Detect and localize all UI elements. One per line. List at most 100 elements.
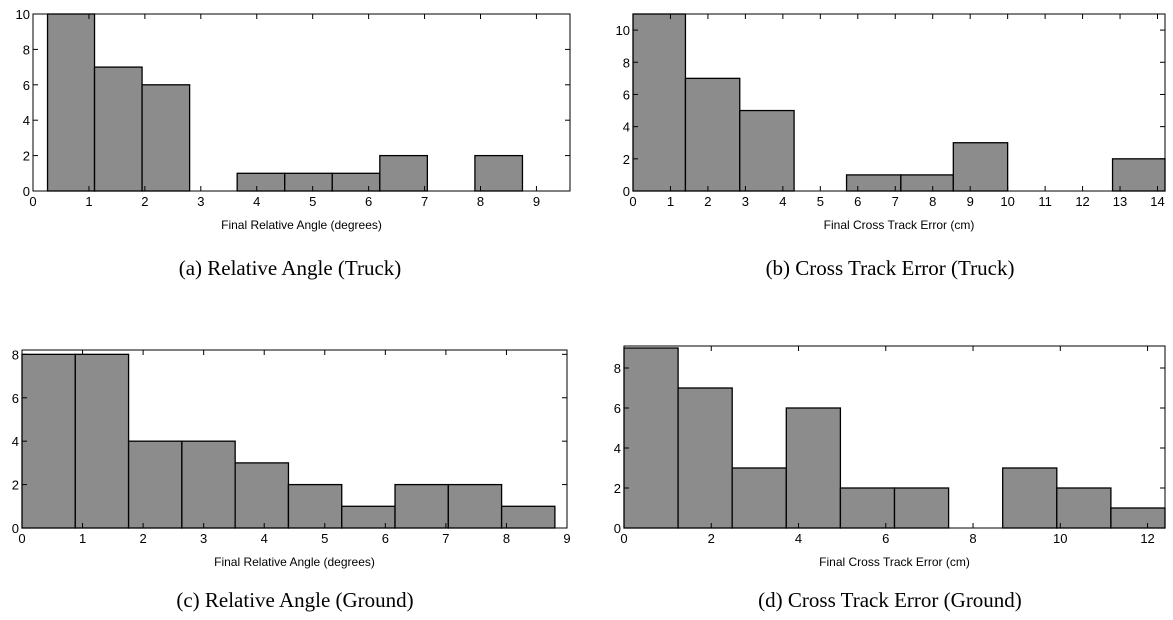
histogram-bar (284, 172, 333, 192)
x-tick-label: 13 (1113, 194, 1127, 209)
y-tick-label: 2 (623, 152, 630, 167)
y-tick-label: 8 (23, 42, 30, 57)
histogram-bar (474, 154, 524, 192)
histogram-bar (684, 77, 741, 192)
histogram-bar (1002, 467, 1058, 529)
x-tick-label: 14 (1150, 194, 1164, 209)
x-tick-label: 2 (139, 531, 146, 546)
histogram-bar (379, 154, 429, 192)
y-tick-label: 8 (614, 361, 621, 376)
histogram-bar (127, 440, 183, 529)
x-tick-label: 2 (704, 194, 711, 209)
axes-box (32, 13, 571, 192)
histogram-bar (1056, 487, 1112, 529)
x-tick-label: 12 (1075, 194, 1089, 209)
histogram-bar (234, 462, 290, 529)
x-axis-label: Final Relative Angle (degrees) (214, 555, 375, 569)
x-tick-label: 1 (667, 194, 674, 209)
y-tick-label: 4 (12, 434, 19, 449)
x-tick-label: 12 (1140, 531, 1154, 546)
histogram-bar (739, 109, 795, 192)
x-tick-label: 4 (779, 194, 786, 209)
histogram-bar (952, 142, 1009, 192)
x-tick-label: 0 (620, 531, 627, 546)
axes-box (632, 13, 1166, 192)
y-tick-label: 6 (23, 78, 30, 93)
x-tick-label: 2 (708, 531, 715, 546)
histogram-bar (731, 467, 787, 529)
subplot-0: 0 1 2 3 4 5 6 7 8 9 0 2 4 6 8 10 Final Relative Angle (d… (16, 7, 571, 280)
x-tick-label: 1 (85, 194, 92, 209)
histogram-bar (287, 483, 343, 529)
subplot-2: 0 1 2 3 4 5 6 7 8 9 0 2 4 6 8 Final Relative Angle (deg… (12, 347, 571, 612)
histogram-bar (46, 13, 96, 192)
x-tick-label: 8 (969, 531, 976, 546)
y-tick-label: 0 (614, 521, 621, 536)
histogram-bar (93, 66, 143, 192)
x-tick-label: 1 (79, 531, 86, 546)
x-tick-label: 10 (1053, 531, 1067, 546)
histogram-bar (21, 353, 76, 529)
subplot-caption: (c) Relative Angle (Ground) (176, 588, 413, 612)
y-tick-label: 10 (16, 7, 30, 22)
x-axis-label: Final Cross Track Error (cm) (819, 555, 970, 569)
y-tick-label: 0 (23, 184, 30, 199)
x-tick-label: 5 (309, 194, 316, 209)
x-tick-label: 8 (503, 531, 510, 546)
y-tick-label: 10 (616, 23, 630, 38)
histogram-bar (236, 172, 286, 192)
x-tick-label: 8 (477, 194, 484, 209)
y-tick-label: 0 (623, 184, 630, 199)
histogram-bar (785, 407, 842, 529)
axes-box (21, 349, 568, 529)
y-tick-label: 6 (614, 401, 621, 416)
x-axis-label: Final Relative Angle (degrees) (221, 218, 382, 232)
histogram-bar (893, 487, 950, 529)
histogram-bar (331, 172, 381, 192)
y-tick-label: 0 (12, 521, 19, 536)
x-tick-label: 11 (1038, 194, 1052, 209)
x-tick-label: 3 (200, 531, 207, 546)
y-tick-label: 4 (23, 113, 30, 128)
x-axis-label: Final Cross Track Error (cm) (824, 218, 975, 232)
x-tick-label: 4 (261, 531, 268, 546)
x-tick-label: 0 (18, 531, 25, 546)
histogram-bar (394, 483, 449, 529)
x-tick-label: 0 (29, 194, 36, 209)
x-tick-label: 9 (967, 194, 974, 209)
x-tick-label: 3 (742, 194, 749, 209)
x-tick-label: 5 (321, 531, 328, 546)
histogram-bar (632, 13, 687, 192)
x-tick-label: 4 (795, 531, 802, 546)
histogram-bar (341, 505, 396, 529)
histogram-bar (1110, 507, 1166, 529)
y-tick-label: 8 (12, 347, 19, 362)
histogram-bar (141, 84, 191, 192)
histogram-bar (839, 487, 896, 529)
x-tick-label: 5 (817, 194, 824, 209)
y-tick-label: 4 (623, 120, 630, 135)
subplot-3: 0 2 4 6 8 10 12 0 2 4 6 8 Final Cross Track Error (c… (614, 345, 1166, 612)
x-tick-label: 4 (253, 194, 260, 209)
y-tick-label: 6 (12, 391, 19, 406)
y-tick-label: 8 (623, 55, 630, 70)
x-tick-label: 0 (629, 194, 636, 209)
histogram-bar (1111, 158, 1166, 192)
histogram-bar (845, 174, 902, 192)
histogram-bar (74, 353, 130, 529)
y-tick-label: 2 (23, 149, 30, 164)
x-tick-label: 7 (892, 194, 899, 209)
x-tick-label: 2 (141, 194, 148, 209)
x-tick-label: 7 (442, 531, 449, 546)
y-tick-label: 4 (614, 441, 621, 456)
y-tick-label: 2 (12, 478, 19, 493)
histogram-bar (900, 174, 954, 192)
x-tick-label: 8 (929, 194, 936, 209)
histogram-bar (677, 387, 733, 529)
axes-box (623, 345, 1166, 529)
y-tick-label: 2 (614, 481, 621, 496)
x-tick-label: 3 (197, 194, 204, 209)
x-tick-label: 6 (882, 531, 889, 546)
